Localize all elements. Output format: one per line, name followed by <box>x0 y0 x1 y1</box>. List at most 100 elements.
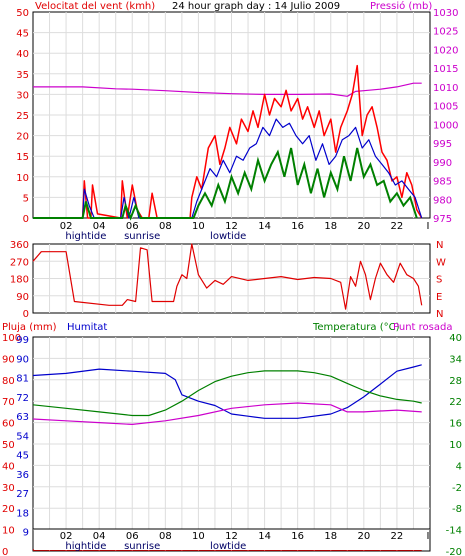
rain-tick-label: 0 <box>2 547 8 556</box>
pressure-tick-label: 1015 <box>433 64 458 75</box>
wind-direction-line <box>32 243 423 310</box>
bottom-x-tick-label: 08 <box>159 531 172 542</box>
wind-tick-label: 45 <box>16 29 29 40</box>
humidity-tick-label: 90 <box>16 354 29 365</box>
wind-tick-label: 10 <box>16 173 29 184</box>
event-label: hightide <box>65 231 106 242</box>
humidity-tick-label: 99 <box>16 335 29 346</box>
pressure-tick-label: 1005 <box>433 102 458 113</box>
x-tick-label: 20 <box>357 221 370 232</box>
humidity-axis-title: Humitat <box>67 322 107 333</box>
rain-tick-label: 70 <box>2 397 15 408</box>
event-label: lowtide <box>210 231 246 242</box>
humidity-tick-label: 27 <box>16 489 29 500</box>
temperature-tick-label: 22 <box>449 397 462 408</box>
pressure-tick-label: 975 <box>433 214 452 225</box>
pressure-tick-label: 1030 <box>433 8 458 19</box>
bottom-x-tick-label: 22 <box>391 531 404 542</box>
temperature-tick-label: 40 <box>449 333 462 344</box>
bottom-event-label: hightide <box>65 541 106 552</box>
temperature-tick-label: -2 <box>452 483 462 494</box>
humidity-tick-label: 36 <box>16 470 29 481</box>
x-tick-label: 04 <box>93 221 106 232</box>
bottom-x-tick-label: 02 <box>60 531 73 542</box>
wind-tick-label: 40 <box>16 49 29 60</box>
temperature-tick-label: -14 <box>446 526 462 537</box>
wind-tick-label: 5 <box>23 193 29 204</box>
temperature-tick-label: 34 <box>449 354 462 365</box>
bottom-event-label: sunrise <box>124 541 160 552</box>
pressure-tick-label: 1025 <box>433 27 458 38</box>
bottom-x-tick-label: 12 <box>225 531 238 542</box>
direction-tick-label: 180 <box>10 275 29 286</box>
pressure-tick-label: 985 <box>433 177 452 188</box>
rain-tick-label: 20 <box>2 504 15 515</box>
compass-tick-label: N <box>436 309 443 320</box>
wind-tick-label: 35 <box>16 70 29 81</box>
pressure-tick-label: 1010 <box>433 83 458 94</box>
compass-tick-label: W <box>436 257 446 268</box>
rain-tick-label: 30 <box>2 483 15 494</box>
pressure-tick-label: 995 <box>433 139 452 150</box>
rain-axis-title: Pluja (mm) <box>2 322 57 333</box>
wind-tick-label: 20 <box>16 132 29 143</box>
wind-gust-line <box>33 64 423 219</box>
temperature-tick-label: 16 <box>449 419 462 430</box>
x-tick-label: 16 <box>291 221 304 232</box>
wind-tick-label: 25 <box>16 111 29 122</box>
x-tick-label: 22 <box>391 221 404 232</box>
humidity-tick-label: 45 <box>16 451 29 462</box>
rain-tick-label: 40 <box>2 461 15 472</box>
bottom-event-label: lowtide <box>210 541 246 552</box>
wind-axis-title: Velocitat del vent (kmh) <box>35 1 155 12</box>
compass-tick-label: N <box>436 240 443 251</box>
bottom-x-tick-label: 10 <box>192 531 205 542</box>
rain-tick-label: 100 <box>2 333 21 344</box>
x-tick-label: 18 <box>324 221 337 232</box>
humidity-line <box>32 364 422 419</box>
pressure-tick-label: 980 <box>433 195 452 206</box>
temperature-line <box>32 370 422 417</box>
x-tick-label: 08 <box>159 221 172 232</box>
dewpoint-axis-title: Punt rosada <box>393 322 452 333</box>
humidity-tick-label: 72 <box>16 393 29 404</box>
temperature-tick-label: -8 <box>452 504 462 515</box>
pressure-tick-label: 990 <box>433 158 452 169</box>
rain-tick-label: 10 <box>2 526 15 537</box>
humidity-tick-label: 81 <box>16 374 29 385</box>
compass-tick-label: S <box>436 275 442 286</box>
temperature-tick-label: 10 <box>449 440 462 451</box>
temperature-tick-label: 4 <box>456 461 462 472</box>
rain-tick-label: 50 <box>2 440 15 451</box>
bottom-x-tick-label: 16 <box>291 531 304 542</box>
direction-tick-label: 360 <box>10 240 29 251</box>
x-tick-label: 02 <box>60 221 73 232</box>
x-tick-label: 14 <box>258 221 271 232</box>
rain-tick-label: 60 <box>2 419 15 430</box>
bottom-x-tick-label: 04 <box>93 531 106 542</box>
bottom-x-tick-label: 14 <box>258 531 271 542</box>
bottom-x-tick-label: 20 <box>357 531 370 542</box>
compass-tick-label: E <box>436 292 442 303</box>
dewpoint-line <box>32 402 422 425</box>
x-tick-label: 10 <box>192 221 205 232</box>
x-tick-label: 12 <box>225 221 238 232</box>
direction-tick-label: 0 <box>23 309 29 320</box>
humidity-tick-label: 9 <box>23 528 29 539</box>
x-tick-label: 06 <box>126 221 139 232</box>
wind-tick-label: 50 <box>16 8 29 19</box>
direction-tick-label: 270 <box>10 257 29 268</box>
rain-tick-label: 80 <box>2 376 15 387</box>
temperature-tick-label: -20 <box>446 547 462 556</box>
temperature-axis-title: Temperatura (°C) <box>312 322 400 333</box>
graph-title: 24 hour graph day : 14 Julio 2009 <box>172 1 340 12</box>
bottom-x-tick-label: 18 <box>324 531 337 542</box>
temperature-tick-label: 28 <box>449 376 462 387</box>
wind-tick-label: 15 <box>16 152 29 163</box>
rain-tick-label: 90 <box>2 354 15 365</box>
pressure-line <box>33 82 422 97</box>
direction-tick-label: 90 <box>16 292 29 303</box>
humidity-tick-label: 63 <box>16 412 29 423</box>
